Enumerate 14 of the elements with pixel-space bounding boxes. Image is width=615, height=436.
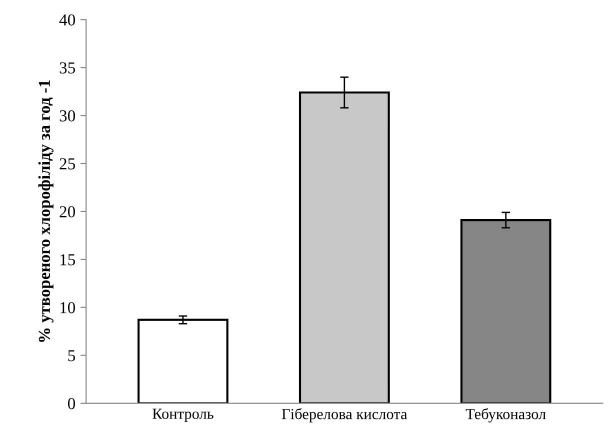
y-tick-label: 30 [60,110,76,122]
y-tick-label: 0 [68,398,76,410]
x-tick-label: Контроль [152,408,214,422]
y-axis-title: % утвореного хлорофіліду за год -1 [38,80,54,342]
y-tick-label: 15 [60,254,76,266]
x-tick-label: Гіберелова кислота [282,408,408,422]
bar [138,318,228,404]
y-tick-label: 5 [68,350,76,362]
y-tick-label: 40 [59,14,76,26]
y-tick-label: 25 [60,158,76,170]
y-tick-label: 35 [60,62,76,74]
y-tick-label: 20 [60,206,76,218]
y-tick-label: 10 [60,302,76,314]
x-tick-label: Тебуконазол [466,408,546,422]
